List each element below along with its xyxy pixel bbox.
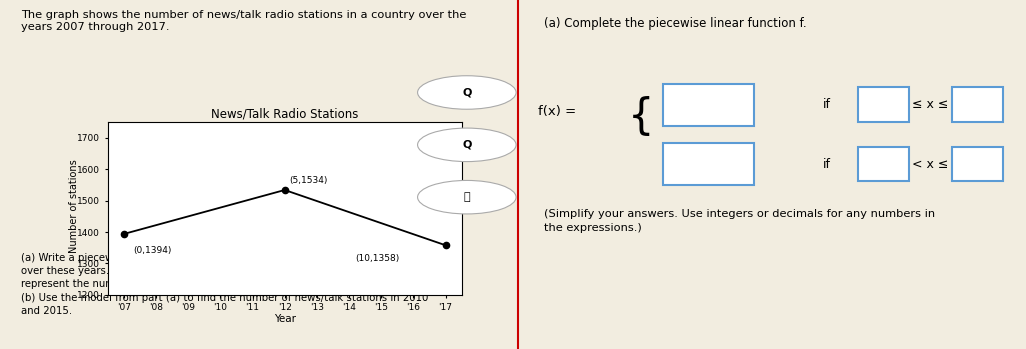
X-axis label: Year: Year bbox=[274, 314, 295, 324]
FancyBboxPatch shape bbox=[663, 143, 754, 185]
Text: Number of stations: Number of stations bbox=[69, 159, 79, 253]
FancyBboxPatch shape bbox=[952, 147, 1003, 181]
Text: Q: Q bbox=[462, 88, 472, 97]
Text: if: if bbox=[823, 157, 831, 171]
Text: f(x) =: f(x) = bbox=[539, 105, 577, 118]
Title: News/Talk Radio Stations: News/Talk Radio Stations bbox=[211, 108, 358, 121]
FancyBboxPatch shape bbox=[859, 87, 909, 122]
Text: Q: Q bbox=[462, 140, 472, 150]
FancyBboxPatch shape bbox=[859, 147, 909, 181]
Text: (Simplify your answers. Use integers or decimals for any numbers in
the expressi: (Simplify your answers. Use integers or … bbox=[544, 209, 935, 232]
Text: (a) Write a piecewise linear function f that models the number of news/talk stat: (a) Write a piecewise linear function f … bbox=[21, 253, 445, 316]
Text: ⤢: ⤢ bbox=[464, 192, 470, 202]
Text: (0,1394): (0,1394) bbox=[133, 246, 171, 255]
Text: (10,1358): (10,1358) bbox=[355, 254, 400, 263]
Text: (a) Complete the piecewise linear function f.: (a) Complete the piecewise linear functi… bbox=[544, 17, 806, 30]
Text: ≤ x ≤: ≤ x ≤ bbox=[912, 98, 948, 111]
FancyBboxPatch shape bbox=[663, 84, 754, 126]
Text: The graph shows the number of news/talk radio stations in a country over the
yea: The graph shows the number of news/talk … bbox=[21, 10, 466, 32]
Text: if: if bbox=[823, 98, 831, 111]
FancyBboxPatch shape bbox=[952, 87, 1003, 122]
Text: {: { bbox=[627, 96, 654, 138]
Text: < x ≤: < x ≤ bbox=[912, 157, 948, 171]
Text: (5,1534): (5,1534) bbox=[289, 176, 328, 185]
